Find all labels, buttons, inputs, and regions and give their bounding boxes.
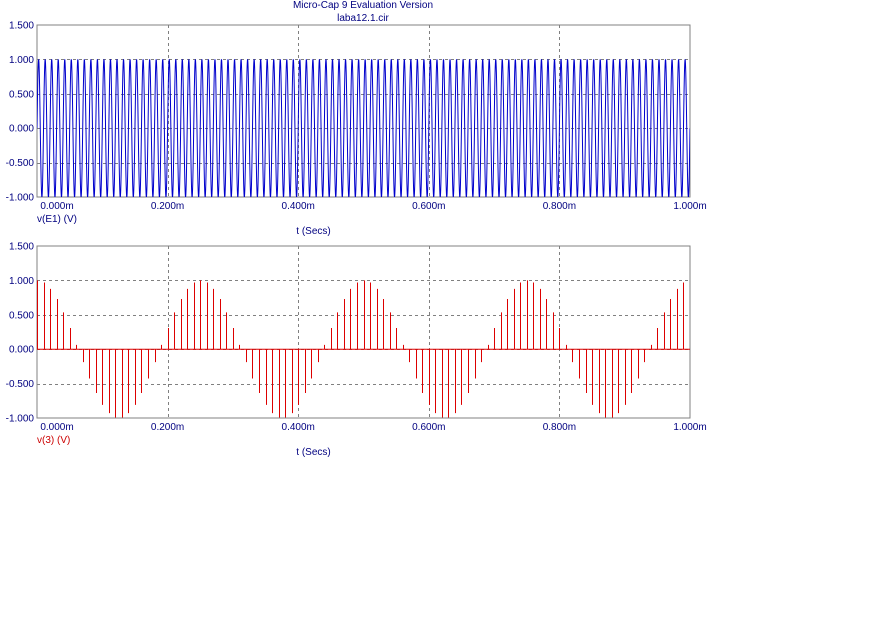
series-line-v-e1 bbox=[37, 59, 690, 197]
x-tick-label: 0.800m bbox=[543, 201, 576, 212]
y-tick-label: -1.000 bbox=[6, 193, 35, 204]
x-tick-label: 0.600m bbox=[412, 201, 445, 212]
y-tick-label: 1.500 bbox=[9, 242, 34, 253]
y-tick-label: 0.000 bbox=[9, 124, 34, 135]
window-title: Micro-Cap 9 Evaluation Version bbox=[293, 0, 433, 11]
y-tick-label: 1.000 bbox=[9, 276, 34, 287]
plot-v-3[interactable]: -1.000 -0.500 0.000 0.500 1.000 1.500 0.000m 0.… bbox=[6, 242, 707, 459]
y-tick-label: 1.000 bbox=[9, 55, 34, 66]
y-tick-label: -0.500 bbox=[6, 158, 35, 169]
y-tick-label: -1.000 bbox=[6, 414, 35, 425]
x-axis-label: t (Secs) bbox=[296, 226, 330, 237]
y-tick-label: 1.500 bbox=[9, 21, 34, 32]
x-tick-label: 0.000m bbox=[40, 422, 73, 433]
x-tick-label: 0.600m bbox=[412, 422, 445, 433]
x-tick-label: 0.800m bbox=[543, 422, 576, 433]
x-tick-label: 1.000m bbox=[673, 201, 706, 212]
y-tick-label: 0.500 bbox=[9, 310, 34, 321]
x-tick-label: 0.200m bbox=[151, 422, 184, 433]
x-tick-label: 0.000m bbox=[40, 201, 73, 212]
y-tick-label: 0.000 bbox=[9, 345, 34, 356]
circuit-filename: laba12.1.cir bbox=[337, 13, 389, 24]
plot-v-e1[interactable]: -1.000 -0.500 0.000 0.500 1.000 1.500 0.000m 0.… bbox=[6, 21, 707, 238]
x-tick-label: 0.400m bbox=[282, 201, 315, 212]
x-axis-label: t (Secs) bbox=[296, 447, 330, 458]
x-tick-label: 0.400m bbox=[282, 422, 315, 433]
y-tick-label: -0.500 bbox=[6, 379, 35, 390]
y-tick-label: 0.500 bbox=[9, 89, 34, 100]
series-label: v(3) (V) bbox=[37, 435, 70, 446]
x-tick-label: 1.000m bbox=[673, 422, 706, 433]
x-tick-label: 0.200m bbox=[151, 201, 184, 212]
series-label: v(E1) (V) bbox=[37, 214, 77, 225]
